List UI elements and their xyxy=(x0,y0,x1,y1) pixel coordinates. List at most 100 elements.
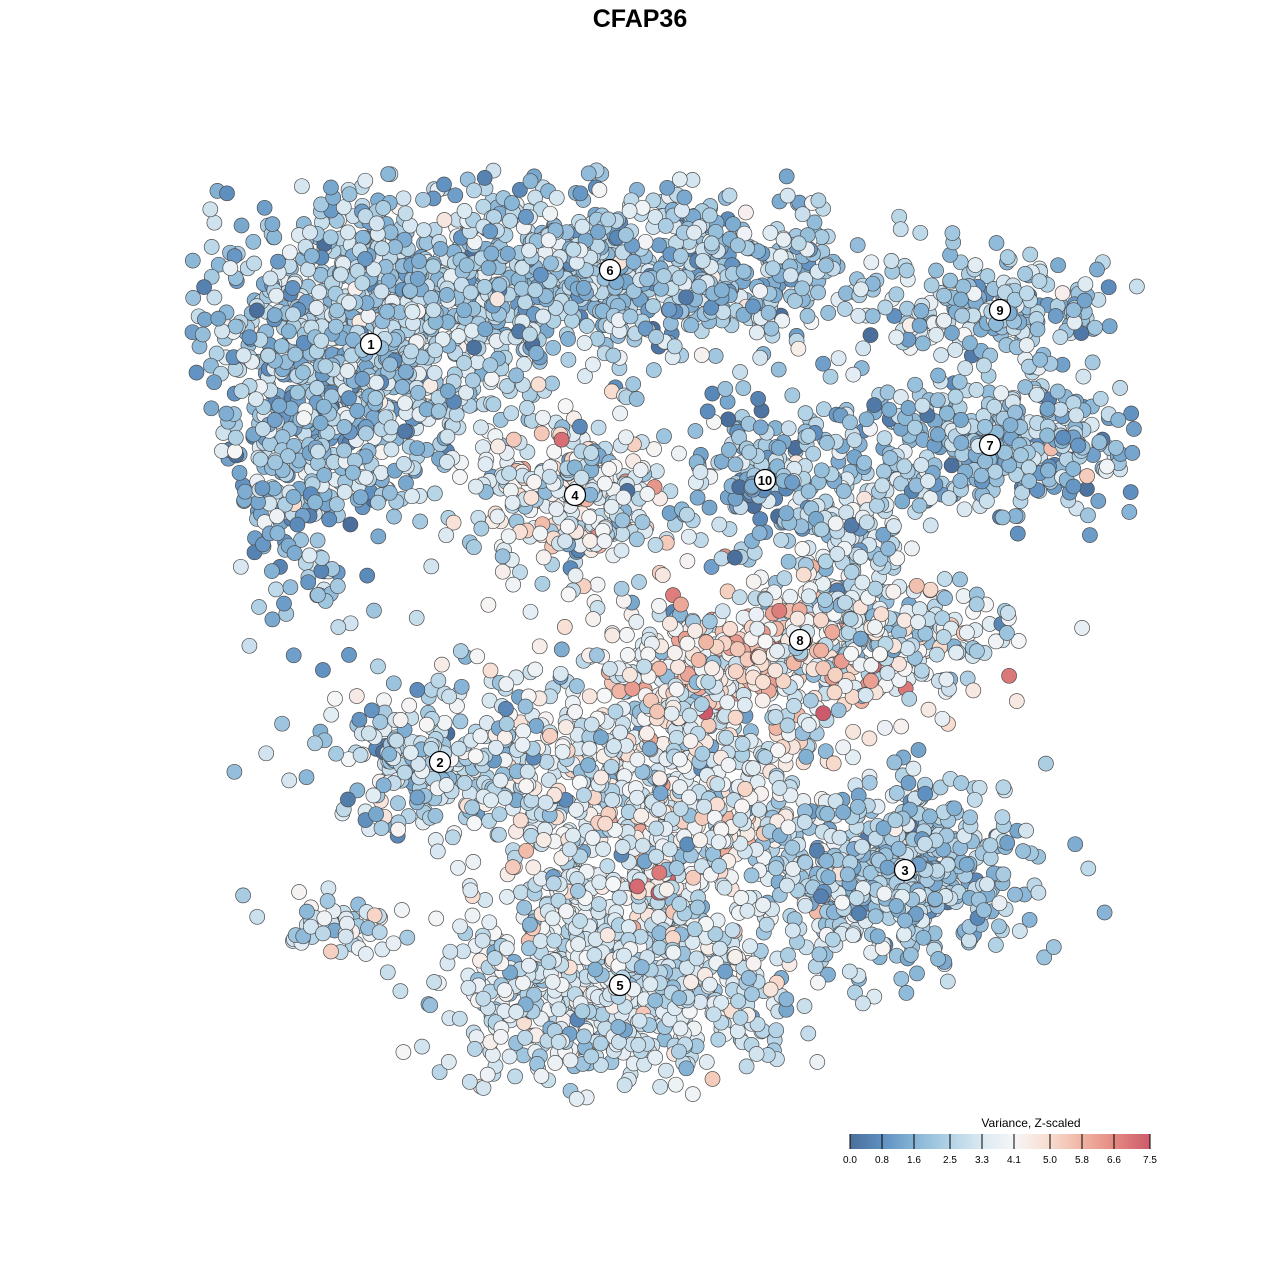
data-point xyxy=(1087,319,1103,336)
data-point xyxy=(545,339,562,356)
data-point xyxy=(613,542,630,559)
data-point xyxy=(631,574,647,590)
data-point xyxy=(863,254,880,271)
data-point xyxy=(560,351,577,368)
data-point xyxy=(399,929,416,946)
data-point xyxy=(552,665,569,682)
data-point xyxy=(958,856,975,873)
data-point xyxy=(276,595,292,612)
data-point xyxy=(876,430,893,447)
data-point xyxy=(888,286,905,303)
data-point xyxy=(580,757,597,773)
data-point xyxy=(713,550,730,567)
data-point xyxy=(670,659,686,675)
data-point xyxy=(484,1047,501,1063)
data-point xyxy=(991,895,1008,912)
data-point xyxy=(585,356,601,373)
data-point xyxy=(770,361,787,378)
data-point xyxy=(281,772,298,789)
data-point xyxy=(928,262,944,279)
data-point xyxy=(780,420,797,437)
data-point xyxy=(465,372,481,389)
data-point xyxy=(427,807,444,824)
data-point xyxy=(591,182,608,198)
data-point xyxy=(235,887,251,904)
data-point xyxy=(249,908,266,925)
data-point xyxy=(340,791,356,808)
data-point xyxy=(439,428,456,445)
data-point xyxy=(885,583,902,600)
data-point xyxy=(489,508,506,525)
data-point xyxy=(961,932,977,949)
data-point xyxy=(922,517,939,534)
data-point xyxy=(667,1076,684,1093)
data-point xyxy=(658,1062,674,1079)
data-point xyxy=(503,405,520,422)
data-point xyxy=(266,307,283,323)
data-point xyxy=(883,253,900,269)
data-point xyxy=(979,876,995,893)
data-point xyxy=(701,613,718,630)
data-point xyxy=(718,729,735,746)
data-point xyxy=(941,490,957,506)
data-point xyxy=(340,224,356,241)
data-point xyxy=(915,929,932,946)
data-point xyxy=(544,375,560,392)
data-point xyxy=(729,1023,746,1040)
data-point xyxy=(370,528,387,545)
data-point xyxy=(780,553,797,570)
data-point xyxy=(1030,884,1047,901)
data-point xyxy=(930,367,946,384)
data-point xyxy=(214,443,230,459)
data-point xyxy=(1092,390,1109,407)
data-point xyxy=(933,347,949,363)
data-point xyxy=(776,570,793,587)
data-point xyxy=(206,374,222,391)
data-point xyxy=(497,790,513,806)
data-point xyxy=(632,462,649,478)
data-point xyxy=(394,902,410,918)
data-point xyxy=(999,625,1015,641)
data-point xyxy=(567,567,584,584)
data-point xyxy=(1001,667,1017,684)
data-point xyxy=(203,239,220,255)
data-point xyxy=(270,253,286,270)
data-point xyxy=(483,371,500,387)
data-point xyxy=(397,205,414,222)
data-point xyxy=(1080,860,1097,877)
data-point xyxy=(589,576,606,593)
data-point xyxy=(939,405,955,422)
data-point xyxy=(233,217,250,234)
data-point xyxy=(373,820,390,836)
data-point xyxy=(796,998,813,1014)
data-point xyxy=(1080,507,1096,524)
data-point xyxy=(452,713,469,730)
data-point xyxy=(596,475,613,492)
data-point xyxy=(590,224,606,240)
data-point xyxy=(995,866,1012,883)
data-point xyxy=(988,937,1004,953)
data-point xyxy=(711,516,728,533)
data-point xyxy=(431,1064,448,1081)
data-point xyxy=(395,190,412,207)
data-point xyxy=(461,1074,478,1090)
data-point xyxy=(464,907,481,924)
data-point xyxy=(366,602,382,619)
data-point xyxy=(955,588,972,604)
data-point xyxy=(784,387,801,404)
data-point xyxy=(379,964,396,981)
data-point xyxy=(979,268,996,284)
data-point xyxy=(237,483,253,500)
data-point xyxy=(738,1058,755,1075)
data-point xyxy=(774,312,791,329)
data-point xyxy=(778,168,795,185)
data-point xyxy=(453,678,470,695)
data-point xyxy=(485,396,502,413)
data-point xyxy=(329,578,346,595)
chart-title: CFAP36 xyxy=(593,5,687,33)
data-point xyxy=(619,647,636,663)
data-point xyxy=(436,176,452,193)
data-point xyxy=(307,735,323,752)
data-point xyxy=(850,307,867,324)
data-point xyxy=(937,590,953,606)
